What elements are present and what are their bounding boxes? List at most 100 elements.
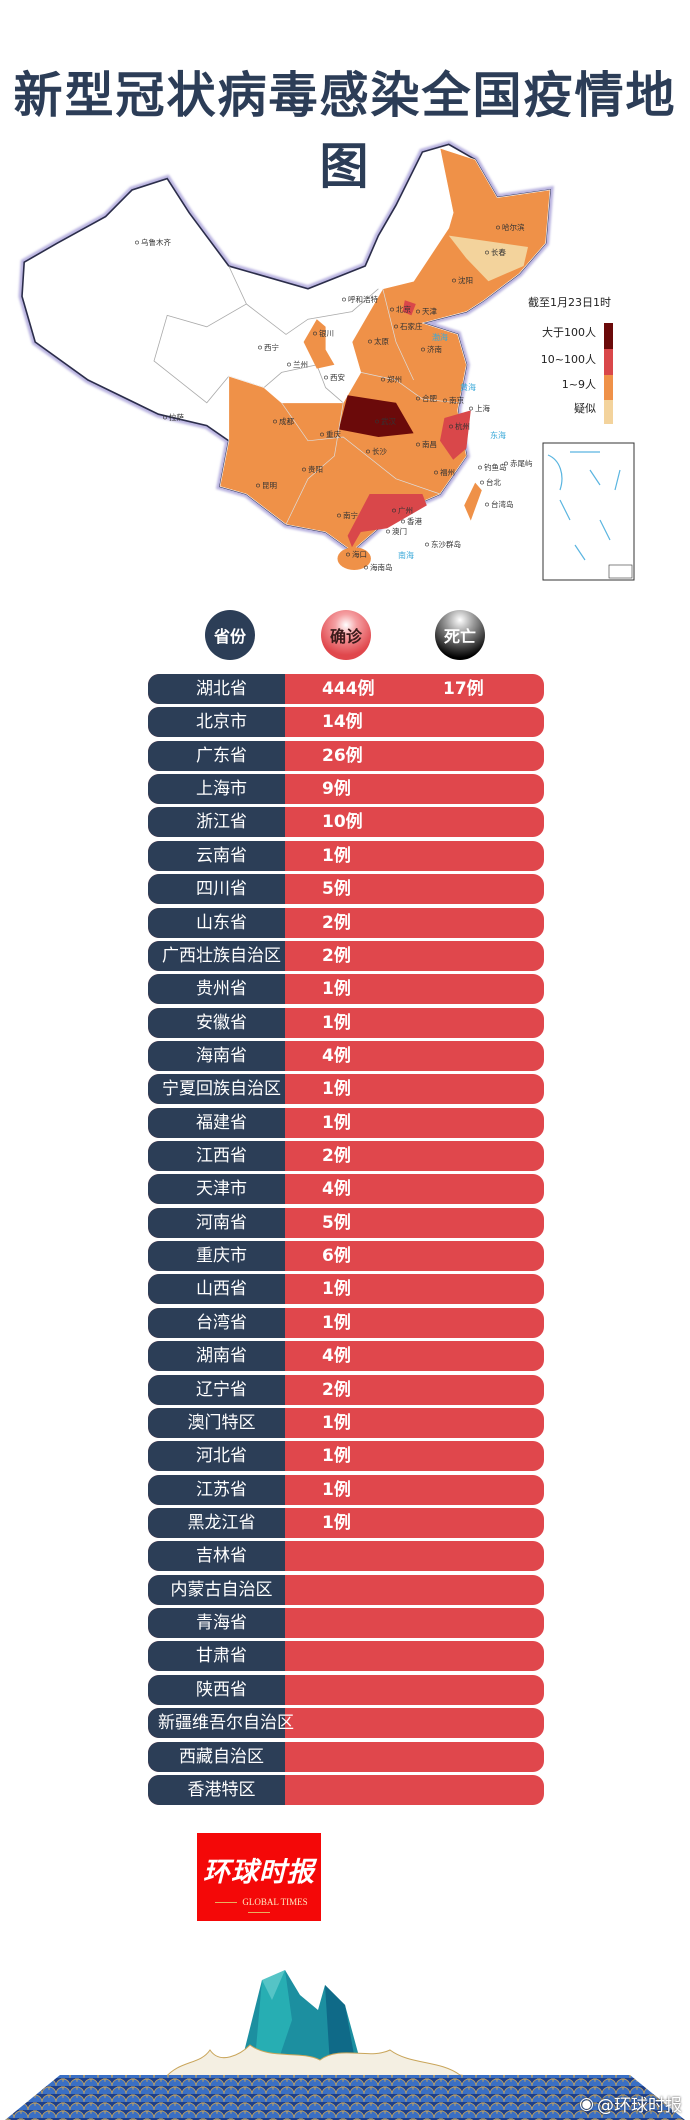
region-ningxia — [303, 319, 335, 369]
city-label: 乌鲁木齐 — [141, 237, 171, 247]
confirmed-count: 2例 — [322, 912, 351, 933]
province-name: 山西省 — [148, 1274, 285, 1305]
table-row: 四川省 5例 — [148, 874, 544, 905]
province-name: 吉林省 — [148, 1541, 285, 1572]
province-name: 四川省 — [148, 874, 285, 905]
sea-label: 东海 — [490, 430, 506, 440]
table-row: 香港特区 — [148, 1774, 544, 1805]
city-label: 东沙群岛 — [431, 539, 461, 549]
province-name: 宁夏回族自治区 — [148, 1074, 285, 1105]
province-name: 内蒙古自治区 — [148, 1574, 285, 1605]
city-marker — [392, 508, 396, 513]
city-label: 昆明 — [262, 481, 277, 490]
confirmed-count: 6例 — [322, 1246, 351, 1267]
table-row: 青海省 — [148, 1608, 544, 1639]
city-marker — [478, 465, 482, 470]
confirmed-count: 10例 — [322, 812, 363, 833]
city-marker — [416, 442, 420, 447]
city-marker — [368, 339, 372, 344]
header-confirmed: 确诊 — [321, 610, 371, 660]
city-marker — [287, 362, 291, 367]
legend-label: 10~100人 — [541, 353, 596, 366]
death-count: 17例 — [443, 679, 484, 699]
confirmed-count: 1例 — [322, 1412, 351, 1433]
city-label: 广州 — [398, 505, 413, 515]
province-name: 北京市 — [148, 707, 285, 738]
table-row: 北京市 14例 — [148, 707, 544, 738]
south-china-sea-inset — [542, 442, 635, 581]
legend-label: 疑似 — [574, 402, 596, 415]
city-marker — [346, 552, 350, 557]
map-timestamp: 截至1月23日1时 — [528, 295, 611, 309]
city-label: 赤尾屿 — [510, 459, 533, 468]
city-label: 海南岛 — [370, 562, 393, 572]
province-name: 陕西省 — [148, 1674, 285, 1705]
city-label: 哈尔滨 — [502, 222, 525, 232]
province-name: 新疆维吾尔自治区 — [148, 1708, 294, 1739]
legend-label: 1~9人 — [562, 378, 596, 391]
confirmed-count: 1例 — [322, 1479, 351, 1500]
province-name: 甘肃省 — [148, 1641, 285, 1672]
province-name: 山东省 — [148, 907, 285, 938]
legend-label: 大于100人 — [542, 325, 596, 339]
province-name: 江苏省 — [148, 1474, 285, 1505]
table-row: 台湾省 1例 — [148, 1307, 544, 1338]
province-name: 河南省 — [148, 1207, 285, 1238]
province-name: 台湾省 — [148, 1307, 285, 1338]
sea-label: 南海 — [398, 550, 414, 560]
region-beijing — [402, 300, 416, 316]
city-marker — [496, 225, 500, 230]
city-label: 天津 — [422, 307, 437, 316]
city-marker — [469, 406, 473, 411]
table-row: 山东省 2例 — [148, 907, 544, 938]
table-row: 江西省 2例 — [148, 1141, 544, 1172]
city-marker — [434, 470, 438, 475]
city-marker — [135, 240, 139, 245]
confirmed-count: 26例 — [322, 745, 363, 766]
table-row: 山西省 1例 — [148, 1274, 544, 1305]
city-marker — [381, 377, 385, 382]
table-row: 澳门特区 1例 — [148, 1407, 544, 1438]
city-label: 重庆 — [326, 429, 341, 439]
confirmed-count: 1例 — [322, 1513, 351, 1533]
province-name: 重庆市 — [148, 1241, 285, 1272]
table-row: 河北省 1例 — [148, 1441, 544, 1472]
city-label: 银川 — [319, 329, 334, 338]
city-marker — [425, 542, 429, 547]
city-marker — [485, 502, 489, 507]
city-label: 合肥 — [422, 393, 437, 403]
city-label: 南昌 — [422, 439, 437, 449]
city-label: 澳门 — [392, 526, 407, 536]
city-label: 成都 — [279, 416, 294, 426]
province-name: 香港特区 — [148, 1774, 285, 1805]
city-marker — [394, 324, 398, 329]
wave-scales — [5, 2075, 685, 2120]
city-label: 拉萨 — [169, 412, 184, 422]
table-row: 福建省 1例 — [148, 1107, 544, 1138]
global-times-logo: 环球时报 GLOBAL TIMES — [197, 1833, 321, 1921]
confirmed-count: 4例 — [322, 1179, 351, 1200]
table-row: 河南省 5例 — [148, 1207, 544, 1238]
province-name: 云南省 — [148, 840, 285, 871]
province-name: 福建省 — [148, 1107, 285, 1138]
confirmed-count: 2例 — [322, 1146, 351, 1167]
city-marker — [273, 419, 277, 424]
confirmed-count: 1例 — [322, 1446, 351, 1467]
city-marker — [320, 432, 324, 437]
city-label: 香港 — [407, 516, 422, 526]
province-name: 西藏自治区 — [148, 1741, 285, 1772]
city-marker — [364, 565, 368, 570]
confirmed-count: 9例 — [322, 779, 351, 800]
city-marker — [485, 250, 489, 255]
city-label: 郑州 — [387, 374, 402, 384]
confirmed-count: 1例 — [322, 979, 351, 1000]
confirmed-count: 5例 — [322, 879, 351, 900]
table-row: 广东省 26例 — [148, 740, 544, 771]
table-row: 江苏省 1例 — [148, 1474, 544, 1505]
city-marker — [421, 347, 425, 352]
weibo-icon: ◉ — [579, 2093, 594, 2114]
province-name: 湖南省 — [148, 1341, 285, 1372]
city-label: 南京 — [449, 395, 464, 405]
city-marker — [313, 331, 317, 336]
region-zhejiang — [440, 410, 471, 460]
